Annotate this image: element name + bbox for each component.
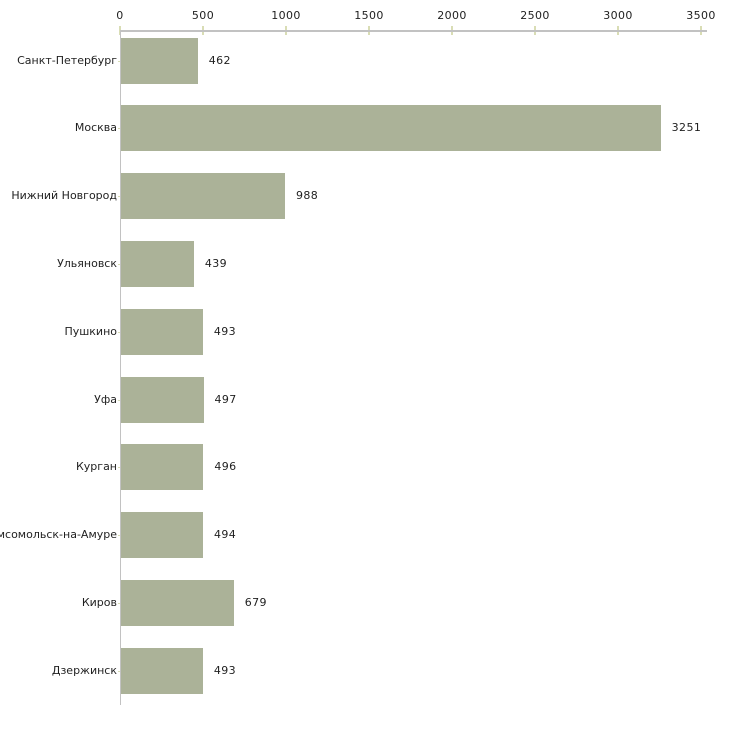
y-axis-line: [120, 30, 121, 705]
x-tick-label: 3000: [603, 9, 633, 22]
category-label: Киров: [81, 595, 117, 609]
value-label: 3251: [671, 121, 702, 135]
value-label: 462: [208, 53, 231, 67]
x-tick-label: 500: [191, 9, 215, 22]
value-label: 988: [296, 189, 319, 203]
bar: [121, 37, 198, 84]
x-tick-label: 1500: [354, 9, 384, 22]
bar: [121, 173, 285, 220]
category-label: Москва: [74, 121, 117, 135]
x-axis-line: [120, 30, 707, 32]
bar: [121, 376, 204, 423]
bar: [121, 647, 203, 694]
category-label: Дзержинск: [51, 663, 117, 677]
category-label: Уфа: [94, 392, 117, 406]
x-tick-label: 1000: [271, 9, 301, 22]
category-label: мсомольск-на-Амуре: [0, 528, 117, 542]
x-tick-label: 2000: [437, 9, 467, 22]
x-tick-label: 2500: [520, 9, 550, 22]
category-label: Нижний Новгород: [11, 189, 117, 203]
bar: [121, 444, 204, 491]
value-label: 493: [213, 663, 237, 677]
category-label: Курган: [75, 460, 117, 474]
bar: [121, 512, 203, 559]
x-tick-label: 0: [116, 9, 124, 22]
bar: [121, 579, 234, 626]
category-label: Ульяновск: [57, 256, 117, 270]
category-label: Пушкино: [64, 324, 117, 338]
value-label: 497: [214, 392, 237, 406]
value-label: 493: [213, 324, 237, 338]
value-label: 496: [214, 460, 237, 474]
value-label: 679: [244, 595, 267, 609]
value-label: 494: [214, 528, 237, 542]
bar: [121, 105, 661, 152]
bar: [121, 240, 194, 287]
value-label: 439: [204, 256, 228, 270]
bar: [121, 308, 203, 355]
x-tick-label: 3500: [686, 9, 716, 22]
category-label: Санкт-Петербург: [17, 53, 117, 67]
